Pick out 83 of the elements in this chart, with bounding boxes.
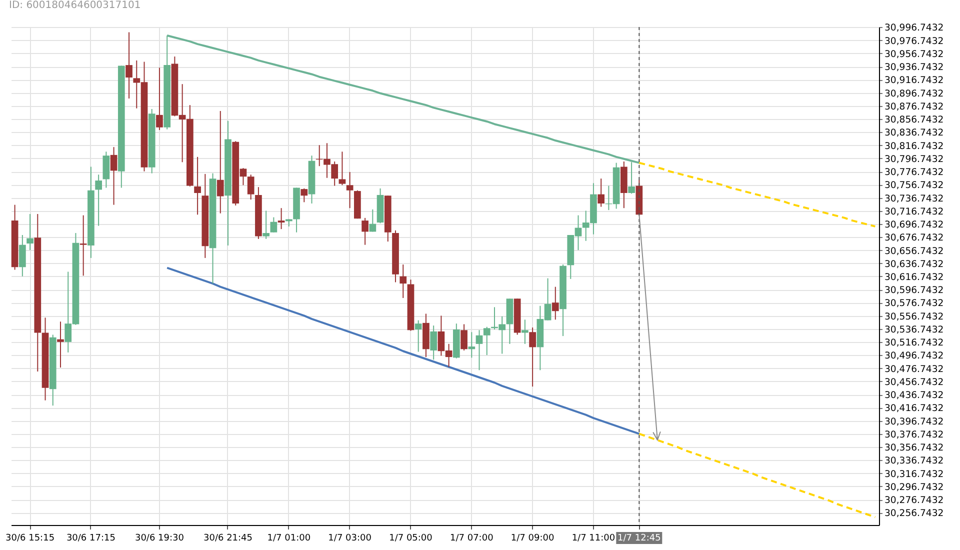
candlestick: [400, 264, 407, 298]
y-tick-label: 30,656.7432: [884, 246, 944, 257]
y-tick-label: 30,916.7432: [884, 75, 944, 86]
candlestick: [80, 214, 87, 276]
y-tick-label: 30,576.7432: [884, 298, 944, 310]
y-tick-label: 30,296.7432: [884, 482, 944, 493]
y-tick-label: 30,416.7432: [884, 403, 944, 414]
y-tick-label: 30,356.7432: [884, 442, 944, 454]
y-tick-label: 30,796.7432: [884, 154, 944, 165]
y-tick-label: 30,776.7432: [884, 167, 944, 178]
y-tick-label: 30,816.7432: [884, 140, 944, 152]
y-tick-label: 30,276.7432: [884, 495, 944, 506]
candlestick: [552, 286, 559, 320]
candlestick: [468, 332, 476, 358]
x-tick-label: 1/7 05:00: [389, 534, 433, 544]
candlestick: [95, 174, 102, 226]
y-tick-label: 30,496.7432: [884, 350, 944, 362]
candlestick: [102, 151, 110, 188]
x-tick-label: 30/6 15:15: [6, 534, 55, 544]
y-tick-label: 30,896.7432: [884, 88, 944, 100]
y-tick-label: 30,956.7432: [884, 48, 944, 60]
y-tick-label: 30,976.7432: [884, 36, 944, 47]
y-tick-label: 30,456.7432: [884, 376, 944, 388]
candlestick: [529, 327, 536, 388]
candlestick: [522, 319, 528, 344]
candlestick: [278, 208, 285, 230]
y-tick-label: 30,616.7432: [884, 272, 944, 283]
y-tick-label: 30,856.7432: [884, 114, 944, 126]
y-tick-label: 30,476.7432: [884, 364, 944, 375]
candlestick: [598, 178, 605, 208]
y-tick-label: 30,676.7432: [884, 232, 944, 244]
x-tick-label: 1/7 11:00: [572, 534, 616, 544]
candlestick: [126, 32, 132, 100]
y-tick-label: 30,636.7432: [884, 258, 944, 270]
x-tick-label: 30/6 19:30: [134, 534, 184, 544]
x-tick-label: 1/7 01:00: [267, 534, 311, 544]
chart-title: ID: 600180464600317101: [9, 0, 141, 12]
x-tick-label: 1/7 03:00: [328, 534, 372, 544]
candlestick: [414, 320, 422, 352]
x-tick-label: 30/6 21:45: [203, 534, 253, 544]
y-tick-label: 30,756.7432: [884, 180, 944, 192]
x-tick-label: 30/6 17:15: [66, 534, 116, 544]
y-tick-label: 30,516.7432: [884, 338, 944, 349]
candlestick: [362, 217, 368, 246]
candlestick: [216, 110, 224, 214]
candlestick: [430, 325, 438, 360]
y-tick-label: 30,716.7432: [884, 206, 944, 218]
y-tick-label: 30,256.7432: [884, 508, 944, 520]
y-tick-label: 30,596.7432: [884, 285, 944, 296]
candlestick: [270, 216, 278, 233]
candlestick: [247, 174, 254, 200]
y-tick-label: 30,396.7432: [884, 416, 944, 428]
candlestick: [483, 326, 490, 356]
y-tick-label: 30,696.7432: [884, 220, 944, 231]
y-tick-label: 30,736.7432: [884, 193, 944, 204]
candlestick: [18, 234, 26, 277]
y-tick-label: 30,316.7432: [884, 468, 944, 480]
candlestick: [369, 208, 376, 232]
y-tick-label: 30,836.7432: [884, 128, 944, 139]
y-tick-label: 30,996.7432: [884, 22, 944, 34]
candlestick: [300, 188, 308, 203]
candlestick: [346, 172, 354, 209]
line-series: [638, 432, 876, 518]
y-tick-label: 30,876.7432: [884, 101, 944, 112]
x-tick-label: 1/7 07:00: [450, 534, 494, 544]
candlestick: [156, 67, 163, 131]
line-series: [638, 162, 876, 228]
y-tick-label: 30,536.7432: [884, 324, 944, 336]
y-tick-label: 30,336.7432: [884, 456, 944, 467]
candlestick: [194, 156, 201, 216]
y-tick-label: 30,936.7432: [884, 62, 944, 74]
y-tick-label: 30,556.7432: [884, 311, 944, 322]
candlestick: [460, 324, 468, 351]
line-series: [166, 266, 640, 435]
y-tick-label: 30,436.7432: [884, 390, 944, 402]
y-tick-label: 30,376.7432: [884, 429, 944, 440]
candlestick: [338, 151, 346, 186]
candlestick: [110, 146, 118, 206]
candlestick: [57, 321, 64, 368]
x-tick-label: 1/7 09:00: [510, 534, 554, 544]
candlestick: [262, 210, 270, 240]
candlestick: [476, 330, 483, 371]
candlestick: [26, 213, 34, 251]
